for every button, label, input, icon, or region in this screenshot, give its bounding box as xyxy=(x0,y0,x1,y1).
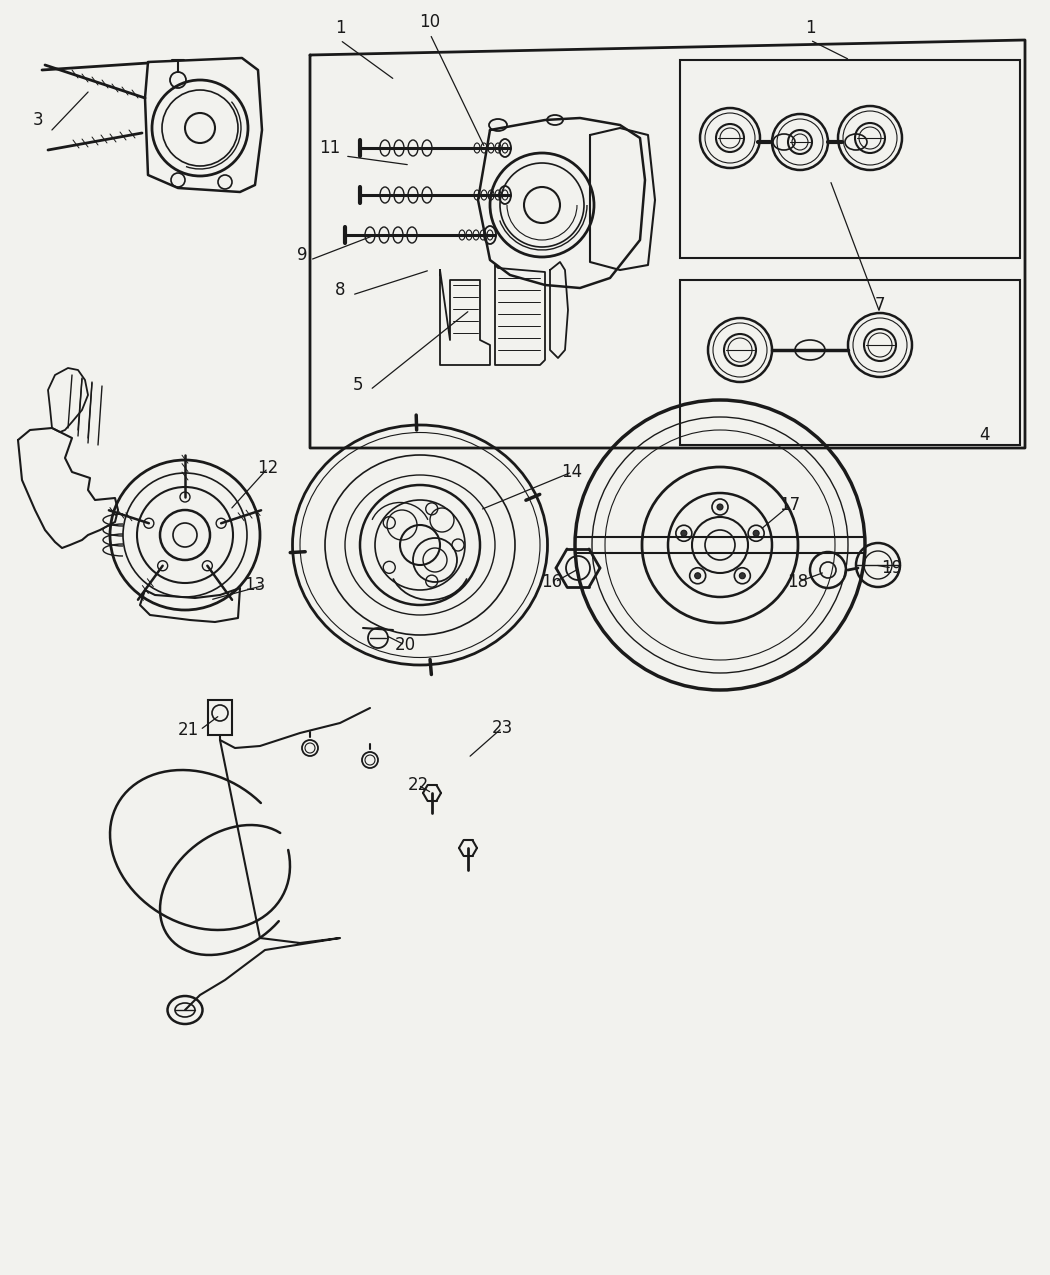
Text: 9: 9 xyxy=(297,246,308,264)
Text: 18: 18 xyxy=(788,572,808,592)
Text: 10: 10 xyxy=(419,13,441,31)
Text: 13: 13 xyxy=(245,576,266,594)
Text: 1: 1 xyxy=(804,19,815,37)
Bar xyxy=(680,280,1020,445)
Text: 4: 4 xyxy=(980,426,990,444)
Text: 5: 5 xyxy=(353,376,363,394)
Text: 17: 17 xyxy=(779,496,800,514)
Circle shape xyxy=(739,572,745,579)
Circle shape xyxy=(717,504,723,510)
Text: 8: 8 xyxy=(335,280,345,300)
Bar xyxy=(208,700,232,734)
Text: 1: 1 xyxy=(335,19,345,37)
Text: 7: 7 xyxy=(875,296,885,314)
Text: 3: 3 xyxy=(33,111,43,129)
Text: 22: 22 xyxy=(407,776,428,794)
Circle shape xyxy=(680,530,687,537)
Circle shape xyxy=(695,572,700,579)
Text: 20: 20 xyxy=(395,636,416,654)
Text: 12: 12 xyxy=(257,459,278,477)
Bar xyxy=(680,60,1020,258)
Text: 23: 23 xyxy=(491,719,512,737)
Text: 16: 16 xyxy=(542,572,563,592)
Text: 11: 11 xyxy=(319,139,340,157)
Text: 19: 19 xyxy=(881,558,903,578)
Text: 21: 21 xyxy=(177,720,198,739)
Text: 14: 14 xyxy=(562,463,583,481)
Circle shape xyxy=(753,530,759,537)
